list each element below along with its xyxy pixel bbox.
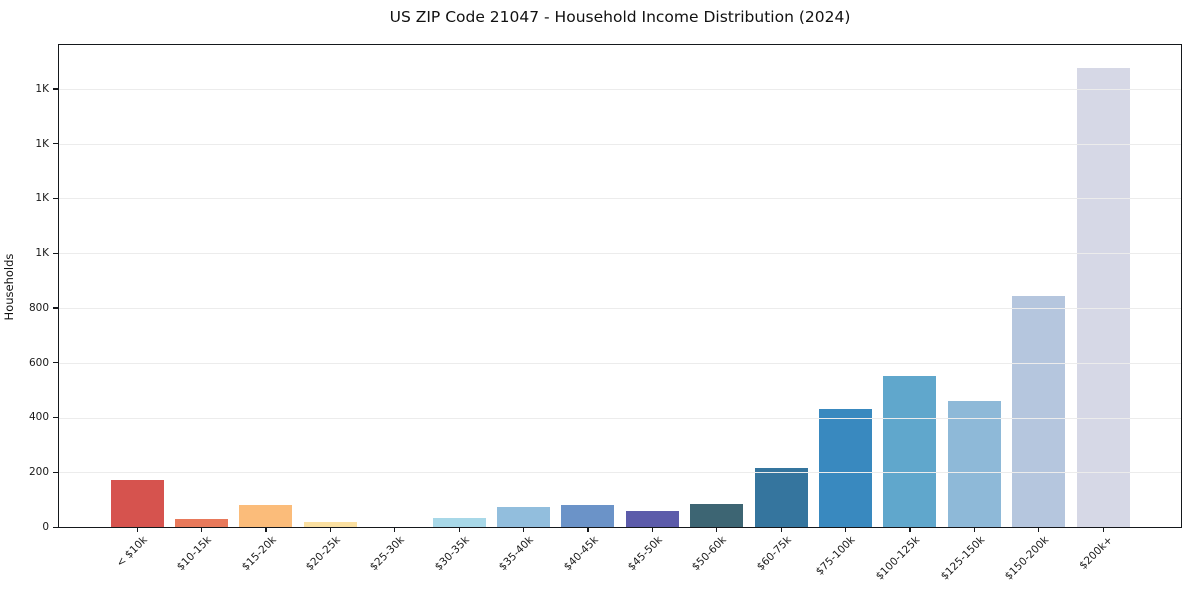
x-tick-label-75-100k: $75-100k (814, 534, 858, 578)
y-tick-mark-0 (53, 526, 58, 528)
x-tick-label-20-25k: $20-25k (303, 534, 343, 574)
x-tick-label-60-75k: $60-75k (754, 534, 794, 574)
plot-area (59, 45, 1181, 527)
x-tick-label-30-35k: $30-35k (432, 534, 472, 574)
x-tick-mark-150-200k (1038, 527, 1040, 532)
gridline-600 (59, 362, 1181, 364)
x-tick-mark-10k (136, 527, 138, 532)
bar-100-125k (883, 376, 937, 527)
x-tick-label-200k+: $200k+ (1077, 534, 1116, 572)
y-tick-label-1400: 1K (35, 137, 49, 150)
bar-10-15k (174, 518, 228, 527)
x-tick-label-40-45k: $40-45k (561, 534, 601, 574)
y-tick-label-1000: 1K (35, 247, 49, 260)
gridline-1400 (59, 143, 1181, 145)
x-tick-mark-30-35k (458, 527, 460, 532)
x-tick-mark-60-75k (780, 527, 782, 532)
bar-15-20k (239, 505, 293, 527)
y-tick-mark-400 (53, 416, 58, 419)
x-tick-mark-40-45k (587, 527, 589, 532)
y-tick-mark-1000 (53, 252, 58, 254)
x-tick-mark-200k+ (1102, 527, 1104, 532)
y-tick-label-1600: 1K (35, 82, 49, 95)
x-tick-mark-75-100k (844, 527, 847, 532)
bar-45-50k (625, 511, 679, 527)
gridline-800 (59, 307, 1181, 309)
bar-150-200k (1012, 295, 1066, 527)
bar-35-40k (496, 507, 550, 527)
x-tick-mark-10-15k (200, 527, 203, 532)
gridline-1000 (59, 253, 1181, 255)
x-tick-mark-50-60k (716, 527, 718, 532)
x-tick-label-125-150k: $125-150k (938, 534, 987, 583)
x-tick-label-50-60k: $50-60k (689, 534, 730, 574)
bar-50-60k (690, 503, 744, 527)
y-tick-mark-1200 (53, 197, 58, 200)
y-tick-label-200: 200 (28, 466, 49, 479)
gridline-1600 (59, 88, 1181, 90)
x-tick-mark-45-50k (651, 527, 653, 532)
x-tick-label-150-200k: $150-200k (1002, 534, 1052, 583)
x-tick-label-10k: < $10k (113, 534, 150, 570)
bar-20-25k (303, 521, 357, 527)
gridline-400 (59, 417, 1181, 419)
x-tick-label-10-15k: $10-15k (174, 534, 214, 574)
x-tick-mark-20-25k (329, 527, 331, 532)
x-tick-label-45-50k: $45-50k (625, 534, 665, 574)
gridline-200 (59, 472, 1181, 474)
y-tick-label-400: 400 (28, 411, 49, 424)
bar-75-100k (818, 409, 872, 527)
x-tick-mark-35-40k (522, 527, 525, 532)
x-tick-label-15-20k: $15-20k (239, 534, 279, 574)
bar-40-45k (561, 505, 615, 527)
bar-10k (110, 480, 164, 527)
y-tick-label-600: 600 (28, 356, 49, 369)
y-tick-mark-800 (53, 307, 58, 309)
x-tick-mark-100-125k (909, 527, 911, 532)
bar-125-150k (947, 401, 1001, 527)
x-tick-mark-125-150k (973, 527, 975, 532)
y-tick-label-0: 0 (42, 521, 49, 533)
y-tick-mark-1400 (53, 143, 58, 145)
x-tick-label-25-30k: $25-30k (367, 534, 408, 574)
bar-30-35k (432, 518, 486, 527)
x-tick-mark-15-20k (265, 527, 267, 532)
y-tick-mark-600 (53, 362, 58, 364)
bar-60-75k (754, 468, 808, 527)
chart-title: US ZIP Code 21047 - Household Income Dis… (389, 8, 851, 26)
y-tick-mark-200 (53, 471, 58, 474)
x-tick-mark-25-30k (394, 527, 396, 532)
x-tick-label-35-40k: $35-40k (496, 534, 536, 574)
y-tick-mark-1600 (53, 88, 58, 90)
bar-200k+ (1076, 68, 1130, 527)
y-tick-label-1200: 1K (35, 192, 49, 205)
y-tick-label-800: 800 (28, 301, 49, 314)
gridline-1200 (59, 198, 1181, 200)
x-tick-label-100-125k: $100-125k (873, 534, 923, 583)
